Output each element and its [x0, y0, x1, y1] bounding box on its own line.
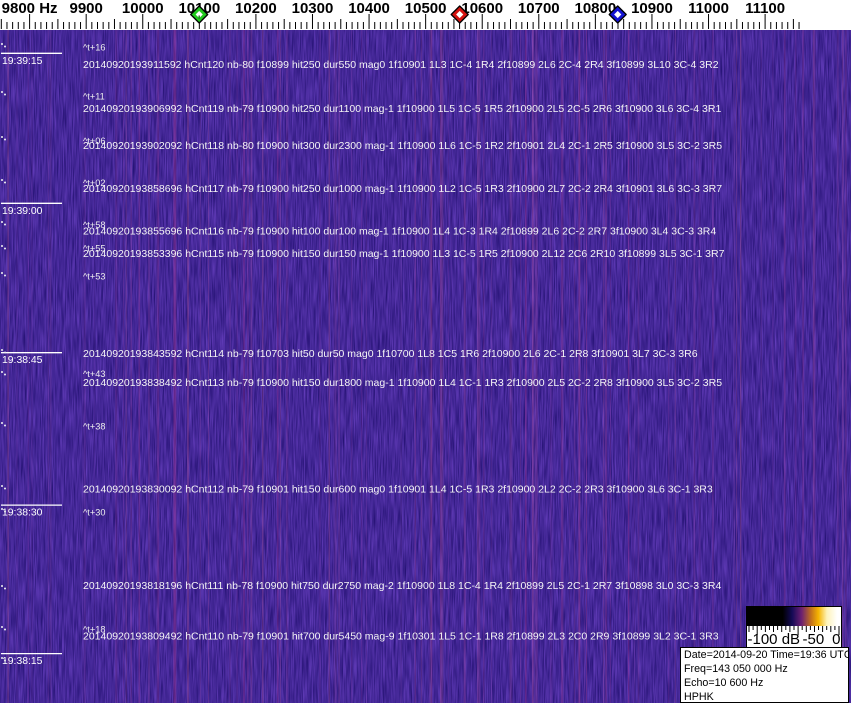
svg-text:^t+11: ^t+11 [83, 91, 105, 101]
svg-text:9800 Hz: 9800 Hz [2, 0, 58, 17]
svg-text:19:39:15: 19:39:15 [2, 56, 43, 67]
svg-text:20140920193855696 hCnt116 nb-7: 20140920193855696 hCnt116 nb-79 f10900 h… [83, 225, 716, 237]
svg-text:20140920193853396 hCnt115 nb-7: 20140920193853396 hCnt115 nb-79 f10900 h… [83, 248, 725, 260]
svg-text:11100: 11100 [745, 0, 785, 17]
svg-text:^t+30: ^t+30 [83, 508, 105, 518]
svg-text:20140920193906992 hCnt119 nb-7: 20140920193906992 hCnt119 nb-79 f10900 h… [83, 103, 721, 115]
svg-text:9900: 9900 [69, 0, 102, 17]
svg-text:20140920193818196 hCnt111 nb-7: 20140920193818196 hCnt111 nb-78 f10900 h… [83, 580, 721, 592]
svg-text:10200: 10200 [235, 0, 277, 17]
svg-text:10000: 10000 [122, 0, 164, 17]
svg-text:10500: 10500 [405, 0, 447, 17]
svg-text:10300: 10300 [292, 0, 334, 17]
svg-text:10900: 10900 [631, 0, 673, 17]
svg-text:19:38:15: 19:38:15 [2, 656, 43, 667]
svg-text:20140920193902092 hCnt118 nb-8: 20140920193902092 hCnt118 nb-80 f10900 h… [83, 140, 722, 152]
svg-text:20140920193809492 hCnt110 nb-7: 20140920193809492 hCnt110 nb-79 f10901 h… [83, 631, 719, 643]
svg-text:19:39:00: 19:39:00 [2, 206, 43, 217]
svg-text:20140920193830092 hCnt112 nb-7: 20140920193830092 hCnt112 nb-79 f10901 h… [83, 484, 713, 496]
svg-text:10700: 10700 [518, 0, 560, 17]
svg-text:20140920193843592 hCnt114 nb-7: 20140920193843592 hCnt114 nb-79 f10703 h… [83, 348, 698, 360]
svg-text:19:38:30: 19:38:30 [2, 508, 43, 519]
svg-text:20140920193858696 hCnt117 nb-7: 20140920193858696 hCnt117 nb-79 f10900 h… [83, 183, 722, 195]
svg-text:20140920193911592 hCnt120 nb-8: 20140920193911592 hCnt120 nb-80 f10899 h… [83, 59, 719, 71]
svg-text:10400: 10400 [348, 0, 390, 17]
svg-text:^t+16: ^t+16 [83, 43, 105, 53]
svg-text:11000: 11000 [688, 0, 729, 17]
svg-text:^t+38: ^t+38 [83, 422, 105, 432]
svg-text:19:38:45: 19:38:45 [2, 355, 43, 366]
svg-text:^t+53: ^t+53 [83, 272, 105, 282]
svg-text:20140920193838492 hCnt113 nb-7: 20140920193838492 hCnt113 nb-79 f10900 h… [83, 377, 722, 389]
